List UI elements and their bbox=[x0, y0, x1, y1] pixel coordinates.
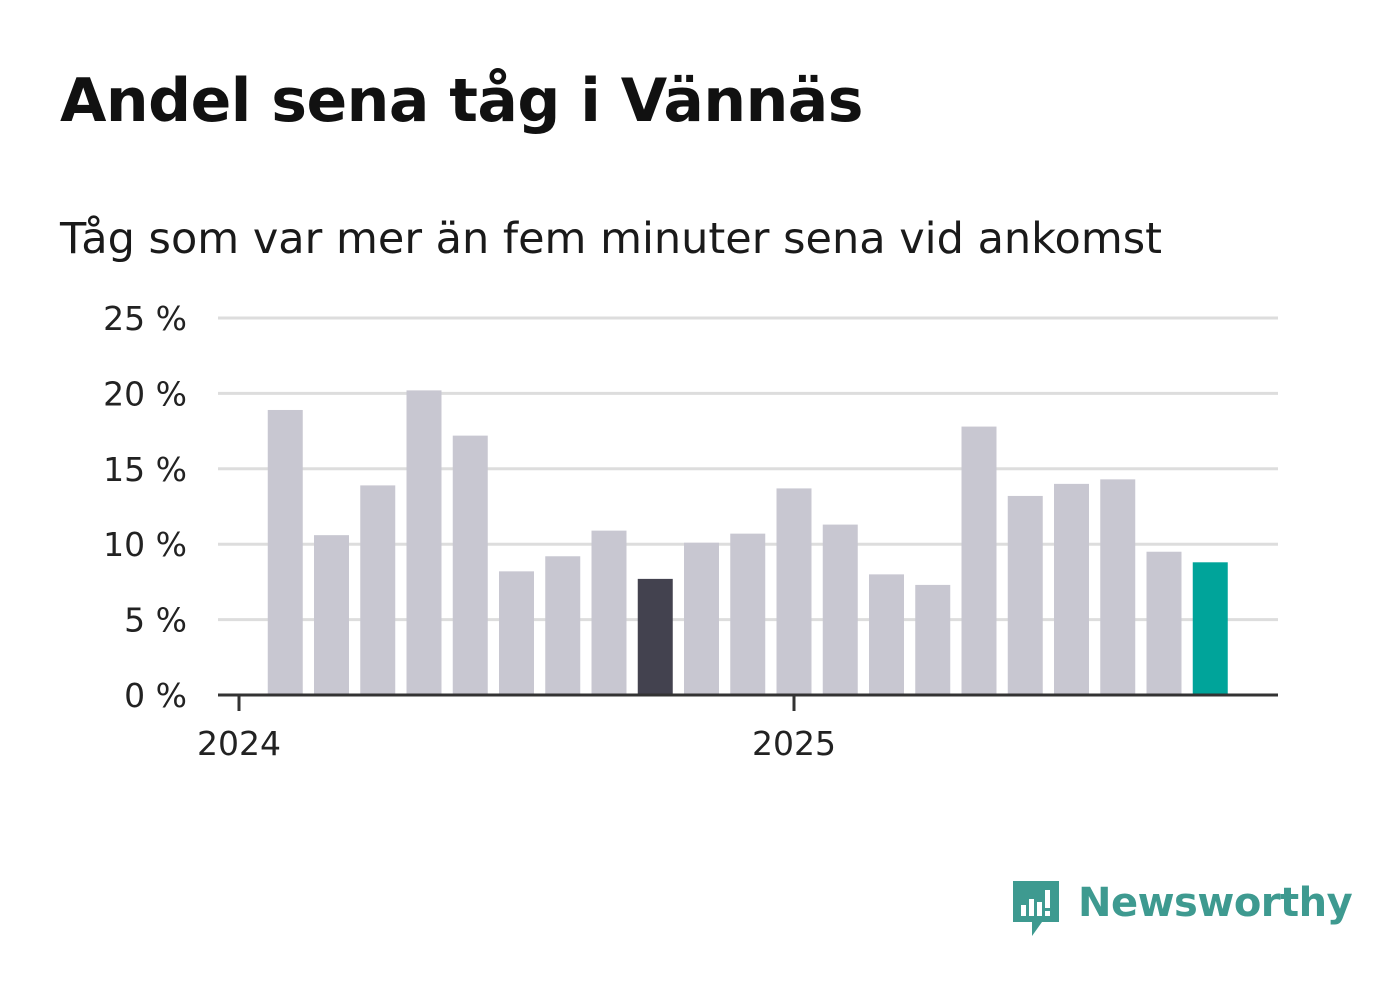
x-axis: 2024 2025 bbox=[197, 693, 1278, 763]
bar bbox=[452, 435, 488, 695]
bar bbox=[1007, 495, 1043, 695]
bar bbox=[684, 542, 719, 695]
bar bbox=[360, 485, 396, 695]
bar bbox=[1054, 483, 1089, 695]
bar bbox=[1100, 479, 1136, 695]
y-axis-tick-labels: 0 % 5 % 10 % 15 % 20 % 25 % bbox=[103, 299, 187, 715]
bar bbox=[545, 556, 581, 695]
logo-text: Newsworthy bbox=[1078, 880, 1353, 926]
bar bbox=[961, 426, 997, 695]
y-tick-label: 25 % bbox=[103, 299, 187, 338]
newsworthy-logo: Newsworthy bbox=[1010, 878, 1353, 942]
chart-subtitle: Tåg som var mer än fem minuter sena vid … bbox=[60, 214, 1163, 264]
bar bbox=[915, 584, 951, 695]
y-tick-label: 15 % bbox=[103, 450, 187, 489]
y-tick-label: 5 % bbox=[124, 601, 187, 640]
bar bbox=[1146, 551, 1182, 695]
bar bbox=[1192, 562, 1228, 695]
bar bbox=[776, 488, 812, 695]
bar bbox=[637, 578, 673, 695]
bar bbox=[822, 524, 858, 695]
bar bbox=[406, 390, 442, 695]
chart-title: Andel sena tåg i Vännäs bbox=[60, 66, 863, 136]
bar bbox=[591, 530, 627, 695]
bar bbox=[267, 409, 303, 695]
y-tick-label: 20 % bbox=[103, 374, 187, 413]
bars bbox=[267, 390, 1228, 695]
y-tick-label: 0 % bbox=[124, 676, 187, 715]
x-tick-label: 2025 bbox=[752, 724, 836, 763]
y-tick-label: 10 % bbox=[103, 525, 187, 564]
bar-chart-speech-bubble-icon bbox=[1013, 881, 1059, 936]
bar bbox=[499, 571, 534, 695]
x-tick-label: 2024 bbox=[197, 724, 281, 763]
bar bbox=[730, 533, 766, 695]
bar bbox=[869, 574, 904, 695]
bar bbox=[314, 535, 349, 695]
